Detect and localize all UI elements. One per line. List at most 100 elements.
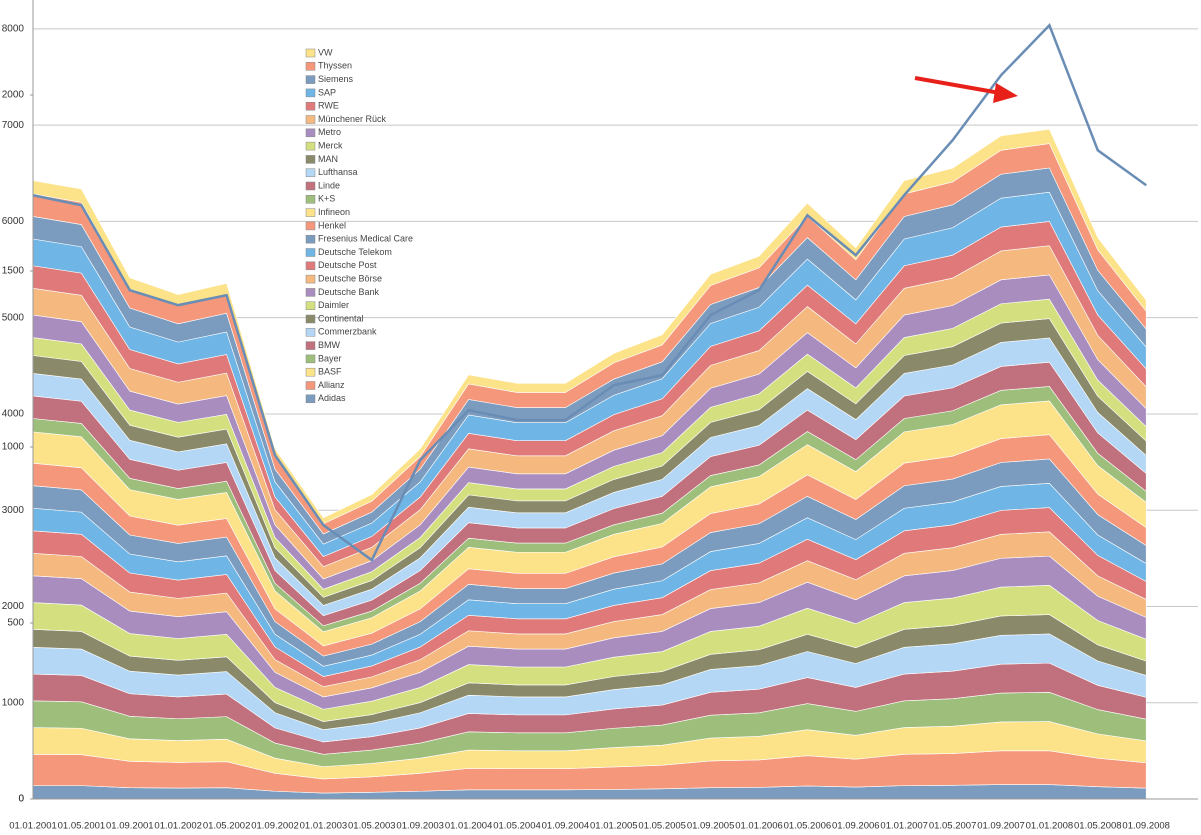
y2-tick-label: 0 [18,794,24,805]
x-tick-label: 01.09.2006 [832,821,880,832]
x-tick-label: 01.09.2005 [687,821,735,832]
x-tick-label: 01.05.2002 [203,821,251,832]
x-tick-label: 01.01.2005 [590,821,638,832]
y2-tick-label: 1000 [2,697,25,708]
legend-swatch [305,341,316,350]
legend-label: SAP [318,87,336,97]
legend-label: Münchener Rück [318,114,387,124]
x-tick-label: 01.01.2002 [154,821,202,832]
arrow-head [993,83,1018,103]
legend-label: Thyssen [318,61,352,71]
index-line [32,23,1147,562]
x-tick-label: 01.05.2001 [58,821,106,832]
y-tick-label: 1000 [2,442,25,453]
legend-swatch [305,62,316,71]
x-tick-label: 01.01.2007 [880,821,928,832]
x-tick-label: 01.09.2008 [1122,821,1170,832]
legend-label: BMW [318,340,341,350]
legend-label: RWE [318,101,339,111]
legend-swatch [305,128,316,138]
legend-label: Deutsche Post [318,260,377,270]
legend-label: Continental [318,313,364,323]
legend-swatch [305,354,316,364]
legend-label: Bayer [318,353,342,363]
legend-label: VW [318,47,333,57]
x-tick-label: 01.05.2007 [929,821,977,832]
legend-label: Allianz [318,380,345,390]
legend-swatch [305,168,316,177]
y2-tick-label: 5000 [2,312,25,323]
y2-tick-label: 3000 [2,505,25,516]
legend-label: Linde [318,180,340,190]
area [32,128,1147,525]
x-tick-label: 01.09.2004 [542,821,590,832]
legend-swatch [305,101,316,111]
x-tick-label: 01.09.2001 [106,821,154,832]
legend-swatch [305,75,316,84]
legend-label: Deutsche Bank [318,287,380,297]
legend-label: Siemens [318,74,354,84]
legend-swatch [305,221,316,231]
x-tick-label: 01.05.2005 [638,821,686,832]
legend-label: BASF [318,367,342,377]
legend-swatch [305,314,316,324]
legend-swatch [305,234,316,244]
legend-swatch [305,48,316,58]
y-tick-label: 2000 [2,90,25,101]
y-tick-label: 0 [18,794,24,805]
legend-swatch [305,88,316,98]
legend: VW Thyssen Siemens SAP RWE Münchener Rück Metr… [305,47,413,404]
legend-label: Adidas [318,393,346,403]
legend-swatch [305,208,316,217]
legend-label: Fresenius Medical Care [318,234,413,244]
x-tick-label: 01.01.2008 [1026,821,1074,832]
legend-swatch [305,394,316,404]
legend-label: Merck [318,140,343,150]
x-tick-label: 01.05.2004 [493,821,541,832]
legend-label: Daimler [318,300,349,310]
legend-swatch [305,274,316,284]
legend-swatch [305,381,316,390]
legend-label: Lufthansa [318,167,358,177]
x-tick-label: 01.09.2003 [396,821,444,832]
x-tick-label: 01.09.2007 [977,821,1025,832]
y-tick-label: 500 [7,618,24,629]
y-tick-label: 1500 [2,266,25,277]
legend-swatch [305,195,316,204]
legend-swatch [305,115,316,124]
legend-swatch [305,155,316,164]
x-tick-label: 01.01.2004 [445,821,493,832]
lines [32,23,1147,562]
x-tick-label: 01.01.2003 [300,821,348,832]
y2-tick-label: 4000 [2,409,25,420]
labels: 0100020003000400050006000700080000500100… [2,24,1170,832]
legend-swatch [305,248,316,257]
x-tick-label: 01.05.2008 [1074,821,1122,832]
legend-label: K+S [318,194,335,204]
legend-label: Infineon [318,207,350,217]
x-tick-label: 01.09.2002 [251,821,299,832]
arrow-shaft [914,76,1001,95]
y2-tick-label: 6000 [2,216,25,227]
legend-swatch [305,288,316,297]
legend-swatch [305,261,316,271]
legend-swatch [305,141,316,151]
legend-swatch [305,181,316,191]
legend-swatch [305,367,316,377]
legend-swatch [305,328,316,337]
annotation-arrow [914,76,1018,103]
legend-label: Deutsche Telekom [318,247,392,257]
y2-tick-label: 2000 [2,601,25,612]
areas [32,128,1147,800]
legend-label: Metro [318,127,341,137]
x-tick-label: 01.05.2003 [348,821,396,832]
x-tick-label: 01.01.2001 [9,821,57,832]
x-tick-label: 01.01.2006 [735,821,783,832]
x-tick-label: 01.05.2006 [784,821,832,832]
legend-label: MAN [318,154,338,164]
legend-label: Deutsche Börse [318,273,382,283]
legend-swatch [305,301,316,310]
y2-tick-label: 8000 [2,24,25,35]
y2-tick-label: 7000 [2,120,25,131]
